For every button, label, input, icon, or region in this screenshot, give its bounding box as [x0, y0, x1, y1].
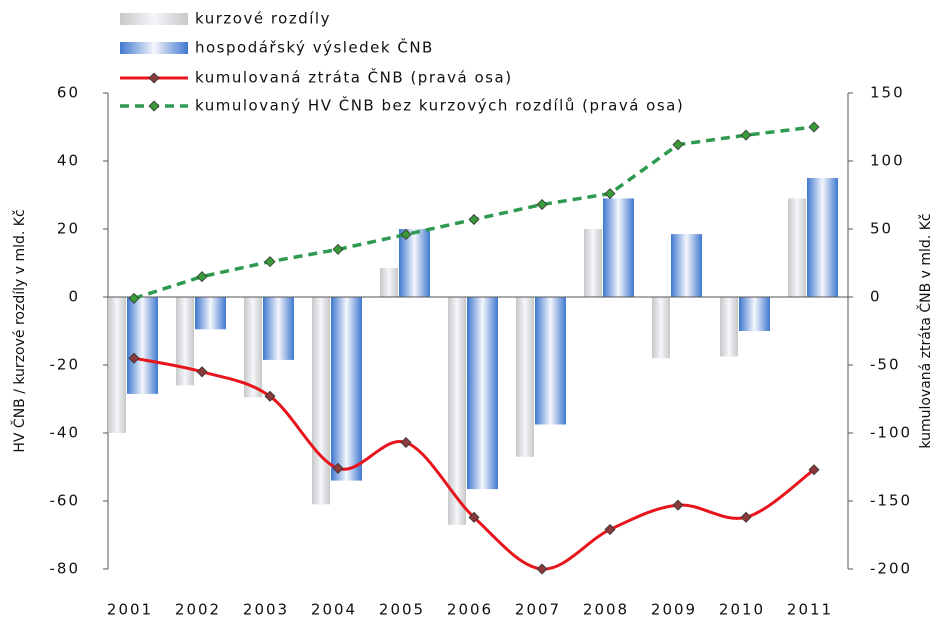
marker: [536, 199, 548, 211]
bar: [176, 297, 194, 386]
bar: [195, 297, 226, 330]
legend-label: hospodářský výsledek ČNB: [195, 38, 434, 57]
marker: [672, 499, 684, 511]
bar: [739, 297, 770, 331]
legend-label: kurzové rozdíly: [195, 10, 331, 28]
y2-tick-label: 100: [870, 152, 905, 170]
bar: [127, 297, 158, 394]
x-tick-label: 2008: [583, 601, 629, 619]
bar: [671, 234, 702, 297]
marker: [400, 437, 412, 449]
legend-swatch: [120, 13, 188, 25]
bar: [584, 229, 602, 297]
line: [133, 125, 815, 301]
bar: [108, 297, 126, 433]
bar: [331, 297, 362, 481]
y2-tick-label: -50: [870, 356, 901, 374]
legend-marker: [148, 72, 160, 84]
bar: [788, 198, 806, 297]
legend-swatch: [120, 42, 188, 54]
bar: [312, 297, 330, 505]
bar: [516, 297, 534, 457]
bar: [603, 198, 634, 297]
legend-label: kumulovaná ztráta ČNB (pravá osa): [195, 68, 513, 87]
marker: [400, 228, 412, 240]
x-tick-label: 2009: [651, 601, 697, 619]
x-tick-label: 2002: [175, 601, 221, 619]
marker: [740, 129, 752, 141]
x-tick-label: 2001: [107, 601, 153, 619]
legend-label: kumulovaný HV ČNB bez kurzových rozdílů …: [195, 96, 684, 115]
x-tick-label: 2004: [311, 601, 357, 619]
bar: [244, 297, 262, 398]
y-tick-label: -40: [50, 424, 81, 442]
x-tick-label: 2011: [787, 601, 833, 619]
marker: [536, 563, 548, 575]
y2-tick-label: 150: [870, 84, 905, 102]
bar: [263, 297, 294, 360]
marker: [196, 271, 208, 283]
y-tick-label: 0: [68, 288, 80, 306]
bar: [652, 297, 670, 359]
bar: [535, 297, 566, 425]
y2-axis-label: kumulovaná ztráta ČNB v mld. Kč: [916, 213, 934, 448]
y-tick-label: 40: [57, 152, 80, 170]
y-tick-label: -80: [50, 560, 81, 578]
y2-tick-label: -200: [870, 560, 912, 578]
y-tick-label: 20: [57, 220, 80, 238]
y-tick-label: -60: [50, 492, 81, 510]
marker: [808, 121, 820, 133]
bar: [448, 297, 466, 525]
y2-tick-label: -100: [870, 424, 912, 442]
y2-tick-label: -150: [870, 492, 912, 510]
marker: [672, 139, 684, 151]
x-tick-label: 2010: [719, 601, 765, 619]
bar: [720, 297, 738, 357]
marker: [332, 462, 344, 474]
marker: [604, 188, 616, 200]
x-tick-label: 2007: [515, 601, 561, 619]
marker: [264, 390, 276, 402]
marker: [468, 213, 480, 225]
marker: [196, 366, 208, 378]
y-tick-label: 60: [57, 84, 80, 102]
marker: [332, 243, 344, 255]
y2-tick-label: 0: [870, 288, 882, 306]
marker: [740, 511, 752, 523]
marker: [808, 464, 820, 476]
marker: [468, 511, 480, 523]
marker: [128, 352, 140, 364]
x-tick-label: 2006: [447, 601, 493, 619]
y2-tick-label: 50: [870, 220, 893, 238]
y-tick-label: -20: [50, 356, 81, 374]
legend-marker: [148, 100, 160, 112]
marker: [604, 524, 616, 536]
bar: [380, 268, 398, 297]
x-tick-label: 2003: [243, 601, 289, 619]
y-axis-label: HV ČNB / kurzové rozdíly v mld. Kč: [10, 209, 28, 452]
bar: [807, 178, 838, 297]
marker: [128, 292, 140, 304]
x-tick-label: 2005: [379, 601, 425, 619]
bar: [399, 229, 430, 297]
marker: [264, 256, 276, 268]
bar: [467, 297, 498, 490]
